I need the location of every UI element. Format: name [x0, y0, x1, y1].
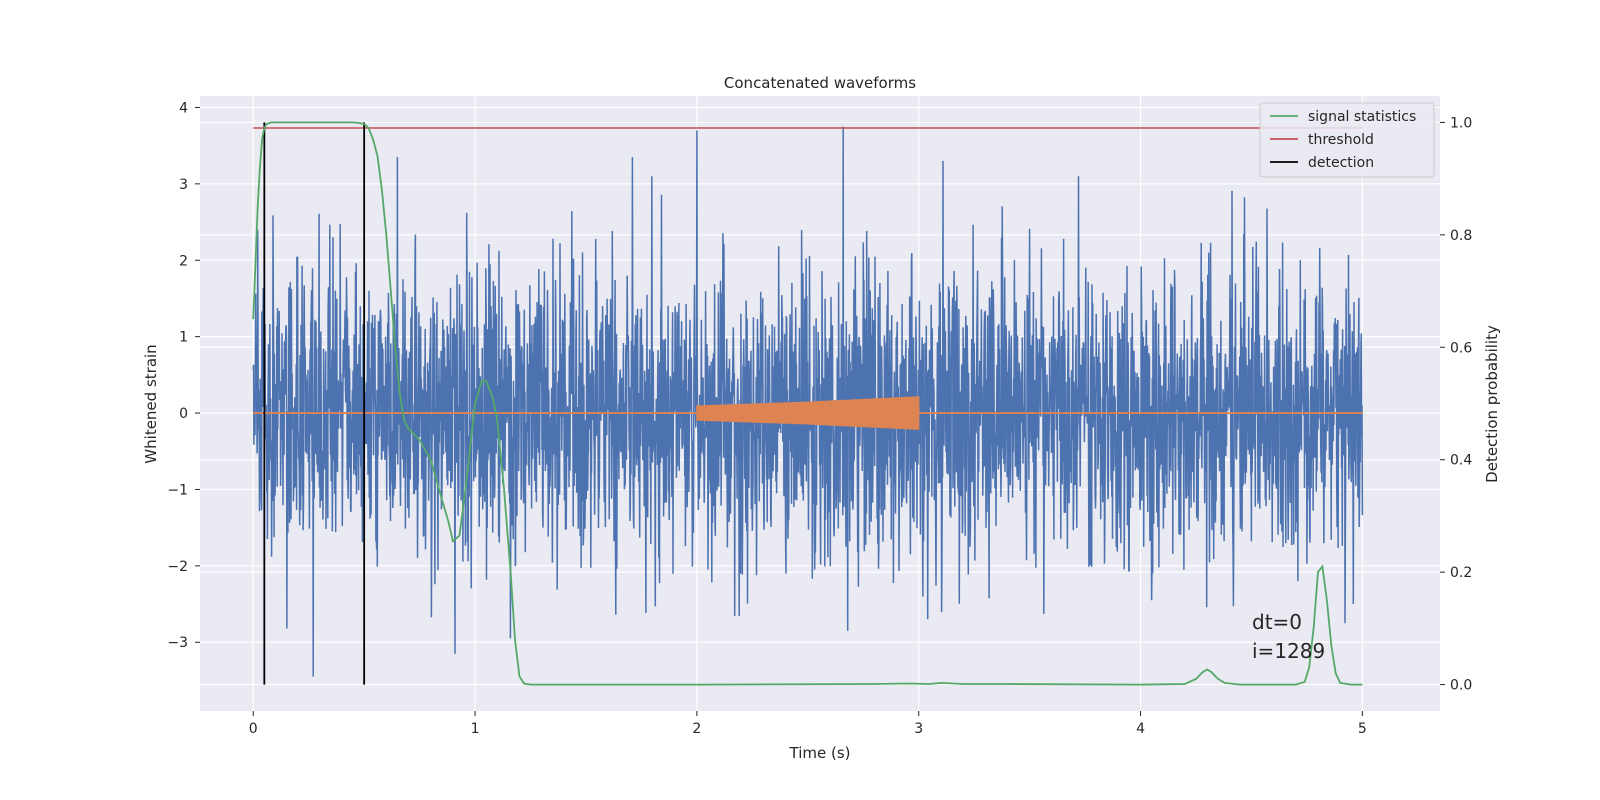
- x-tick: 4: [1136, 711, 1145, 737]
- y-tick-right-label: 0.2: [1450, 565, 1472, 581]
- y-tick-right: 0.2: [1440, 565, 1472, 581]
- y-tick-right: 0.0: [1440, 678, 1472, 694]
- x-tick-label: 4: [1136, 721, 1145, 737]
- y-tick-right: 0.6: [1440, 340, 1472, 356]
- y-tick-right: 0.8: [1440, 228, 1472, 244]
- y-tick-left-label: 0: [179, 406, 188, 422]
- y-tick-left: −1: [167, 482, 200, 498]
- y-tick-left-label: 2: [179, 253, 188, 269]
- y-tick-left: 4: [179, 100, 200, 116]
- x-tick: 1: [471, 711, 480, 737]
- y-tick-right-label: 0.0: [1450, 678, 1472, 694]
- y-axis-right-ticks: 0.0 0.2 0.4 0.6 0.8 1.0: [1440, 115, 1472, 693]
- x-tick: 2: [692, 711, 701, 737]
- y-tick-left-label: 4: [179, 100, 188, 116]
- x-tick-label: 1: [471, 721, 480, 737]
- x-tick-label: 3: [914, 721, 923, 737]
- y-tick-right: 1.0: [1440, 115, 1472, 131]
- legend-label-signal-statistics: signal statistics: [1308, 109, 1416, 125]
- x-tick-label: 0: [249, 721, 258, 737]
- chart-title: Concatenated waveforms: [724, 74, 916, 92]
- y-tick-left: 1: [179, 330, 200, 346]
- y-tick-left-label: −3: [167, 635, 188, 651]
- legend: signal statistics threshold detection: [1260, 103, 1434, 177]
- legend-label-threshold: threshold: [1308, 132, 1374, 148]
- y-tick-right-label: 0.4: [1450, 453, 1472, 469]
- y-tick-left-label: 3: [179, 177, 188, 193]
- y-tick-left: −2: [167, 559, 200, 575]
- y-tick-left-label: −1: [167, 482, 188, 498]
- y-tick-left: −3: [167, 635, 200, 651]
- x-axis-label: Time (s): [789, 744, 851, 762]
- y-tick-left-label: −2: [167, 559, 188, 575]
- x-tick-label: 2: [692, 721, 701, 737]
- x-tick: 5: [1358, 711, 1367, 737]
- y-tick-right-label: 0.8: [1450, 228, 1472, 244]
- y-axis-right-label: Detection probability: [1483, 325, 1501, 483]
- y-tick-right-label: 1.0: [1450, 115, 1472, 131]
- y-axis-left-label: Whitened strain: [142, 344, 160, 463]
- legend-label-detection: detection: [1308, 155, 1374, 171]
- annotation-dt: dt=0: [1252, 610, 1302, 634]
- x-tick-label: 5: [1358, 721, 1367, 737]
- x-tick: 0: [249, 711, 258, 737]
- annotation-i: i=1289: [1252, 639, 1325, 663]
- y-tick-left: 3: [179, 177, 200, 193]
- y-tick-left: 2: [179, 253, 200, 269]
- x-tick: 3: [914, 711, 923, 737]
- chart: −3 −2 −1 0 1 2 3 4 0.0 0.2 0.4 0.6 0.8 1.0 0 1 2 3 4 5 Co…: [0, 0, 1600, 800]
- y-tick-left-label: 1: [179, 330, 188, 346]
- y-axis-left-ticks: −3 −2 −1 0 1 2 3 4: [167, 100, 200, 651]
- y-tick-right-label: 0.6: [1450, 340, 1472, 356]
- x-axis-ticks: 0 1 2 3 4 5: [249, 711, 1367, 737]
- y-tick-right: 0.4: [1440, 453, 1472, 469]
- y-tick-left: 0: [179, 406, 200, 422]
